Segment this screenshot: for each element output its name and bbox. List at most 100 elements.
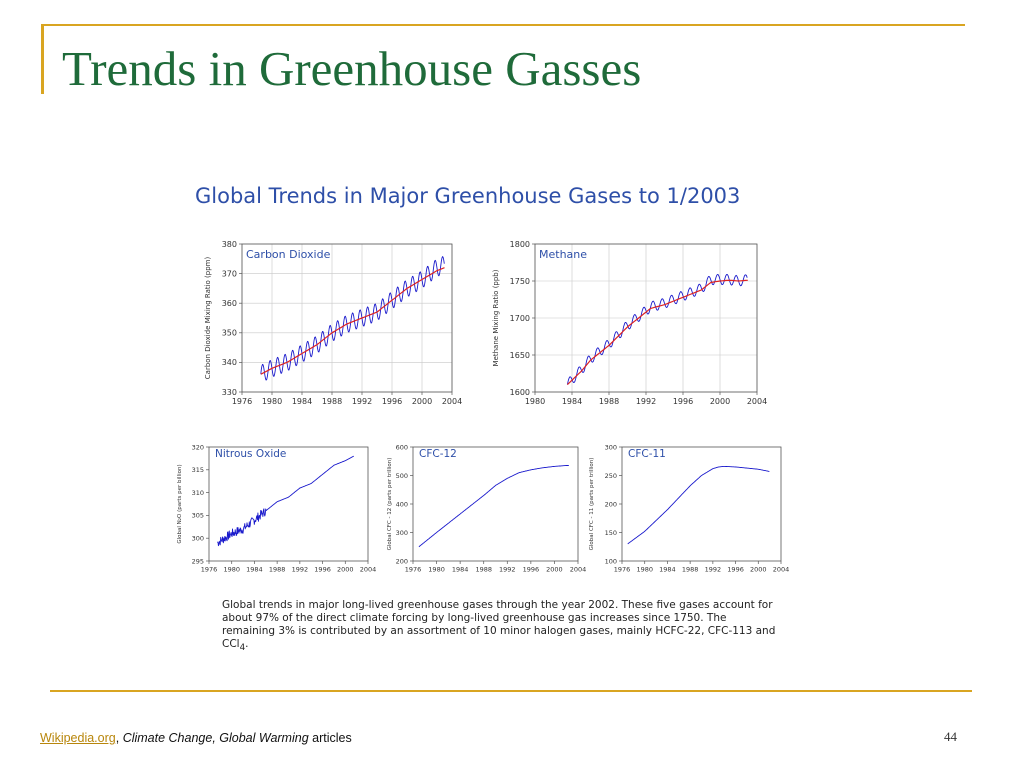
- series-trend-line: [566, 279, 748, 386]
- x-tick-label-6: 2000: [337, 566, 354, 574]
- y-tick-label-0: 1600: [510, 388, 530, 397]
- slide-title: Trends in Greenhouse Gasses: [62, 41, 642, 96]
- x-tick-label-7: 2004: [773, 566, 790, 574]
- x-tick-label-2: 1984: [452, 566, 469, 574]
- x-tick-label-4: 1992: [499, 566, 516, 574]
- x-tick-label-6: 2000: [546, 566, 563, 574]
- y-tick-label-4: 315: [192, 466, 204, 474]
- figure-title: Global Trends in Major Greenhouse Gases …: [195, 184, 741, 208]
- accent-rule-vertical: [41, 24, 44, 94]
- x-tick-label-3: 1988: [682, 566, 699, 574]
- x-tick-label-4: 1996: [673, 397, 693, 406]
- y-tick-label-2: 400: [396, 500, 408, 508]
- x-tick-label-7: 2004: [360, 566, 377, 574]
- y-tick-label-4: 370: [222, 269, 237, 278]
- x-tick-label-1: 1984: [562, 397, 582, 406]
- y-tick-label-2: 350: [222, 329, 237, 338]
- y-tick-label-4: 1800: [510, 240, 530, 249]
- y-tick-label-2: 305: [192, 512, 204, 520]
- y-axis-label: Global CFC - 12 (parts per trillion): [387, 458, 393, 551]
- x-tick-label-2: 1984: [659, 566, 676, 574]
- y-tick-label-5: 320: [192, 443, 204, 451]
- x-tick-label-3: 1988: [475, 566, 492, 574]
- y-tick-label-1: 340: [222, 358, 237, 367]
- y-tick-label-3: 1750: [510, 277, 530, 286]
- x-tick-label-5: 1996: [523, 566, 540, 574]
- accent-rule-bottom: [50, 690, 972, 692]
- x-tick-label-6: 2000: [412, 397, 432, 406]
- caption-subscript: 4: [239, 643, 246, 654]
- x-tick-label-1: 1980: [428, 566, 445, 574]
- y-tick-label-4: 600: [396, 443, 408, 451]
- x-tick-label-1: 1980: [636, 566, 653, 574]
- x-tick-label-1: 1980: [262, 397, 282, 406]
- gas-label: CFC-11: [628, 448, 666, 460]
- chart-methane: 1980 1984 1988 1992 1996 2000 2004 1600 1650 1700…: [492, 240, 767, 406]
- figure-caption: Global trends in major long-lived greenh…: [222, 599, 782, 655]
- chart-cfc-11: 1976 1980 1984 1988 1992 1996 2000 2004 100 150 20…: [589, 443, 790, 574]
- y-axis-label: Carbon Dioxide Mixing Ratio (ppm): [204, 257, 212, 380]
- x-tick-label-5: 1996: [382, 397, 402, 406]
- x-tick-label-4: 1992: [292, 566, 309, 574]
- y-tick-label-2: 1700: [510, 314, 530, 323]
- y-tick-label-3: 500: [396, 472, 408, 480]
- footer-topics: Climate Change, Global Warming: [122, 731, 309, 745]
- x-tick-label-6: 2004: [747, 397, 767, 406]
- gas-label: Methane: [539, 248, 587, 261]
- page-number: 44: [944, 729, 957, 744]
- gas-label: Carbon Dioxide: [246, 248, 331, 261]
- y-axis-label: Global N₂O (parts per billion): [177, 464, 183, 543]
- y-tick-label-1: 1650: [510, 351, 530, 360]
- x-tick-label-7: 2004: [442, 397, 462, 406]
- y-tick-label-1: 150: [605, 529, 617, 537]
- series-measured-line: [627, 465, 770, 545]
- plot-frame: [621, 446, 782, 562]
- series-measured-line: [418, 465, 569, 548]
- x-tick-label-4: 1992: [352, 397, 372, 406]
- gas-label: CFC-12: [419, 448, 457, 460]
- y-tick-label-0: 295: [192, 557, 204, 565]
- x-tick-label-5: 1996: [727, 566, 744, 574]
- y-tick-label-1: 300: [192, 534, 204, 542]
- x-tick-label-0: 1976: [614, 566, 631, 574]
- caption-end: .: [245, 638, 249, 650]
- x-tick-label-5: 2000: [710, 397, 730, 406]
- plot-frame: [241, 243, 453, 393]
- footer-separator: ,: [115, 731, 123, 745]
- footer-source: Wikipedia.org, Climate Change, Global Wa…: [40, 731, 352, 745]
- x-tick-label-3: 1992: [636, 397, 656, 406]
- y-tick-label-3: 250: [605, 472, 617, 480]
- y-tick-label-3: 310: [192, 489, 204, 497]
- y-tick-label-0: 200: [396, 557, 408, 565]
- series-measured-line: [260, 256, 445, 381]
- x-tick-label-4: 1992: [705, 566, 722, 574]
- x-tick-label-3: 1988: [322, 397, 342, 406]
- chart-nitrous-oxide: 1976 1980 1984 1988 1992 1996 2000 2004 295 300 30…: [177, 443, 377, 574]
- footer-link[interactable]: Wikipedia.org: [40, 731, 116, 745]
- x-tick-label-0: 1976: [201, 566, 218, 574]
- x-tick-label-0: 1976: [232, 397, 252, 406]
- x-tick-label-1: 1980: [223, 566, 240, 574]
- x-tick-label-0: 1980: [525, 397, 545, 406]
- series-measured-line: [566, 273, 748, 385]
- series-measured-line: [217, 455, 355, 547]
- y-tick-label-5: 380: [222, 240, 237, 249]
- y-tick-label-1: 300: [396, 529, 408, 537]
- x-tick-label-0: 1976: [405, 566, 422, 574]
- y-tick-label-0: 330: [222, 388, 237, 397]
- y-tick-label-4: 300: [605, 443, 617, 451]
- y-tick-label-0: 100: [605, 557, 617, 565]
- plot-frame: [412, 446, 579, 562]
- x-tick-label-3: 1988: [269, 566, 286, 574]
- x-tick-label-2: 1984: [246, 566, 263, 574]
- y-tick-label-3: 360: [222, 299, 237, 308]
- x-tick-label-7: 2004: [570, 566, 587, 574]
- chart-carbon-dioxide: 1976 1980 1984 1988 1992 1996 2000 2004 330 340 35…: [204, 240, 462, 406]
- y-tick-label-2: 200: [605, 500, 617, 508]
- y-axis-label: Methane Mixing Ratio (ppb): [492, 269, 500, 366]
- y-axis-label: Global CFC - 11 (parts per trillion): [589, 458, 595, 551]
- x-tick-label-6: 2000: [750, 566, 767, 574]
- plot-frame: [208, 446, 369, 562]
- x-tick-label-2: 1988: [599, 397, 619, 406]
- gas-label: Nitrous Oxide: [215, 448, 286, 460]
